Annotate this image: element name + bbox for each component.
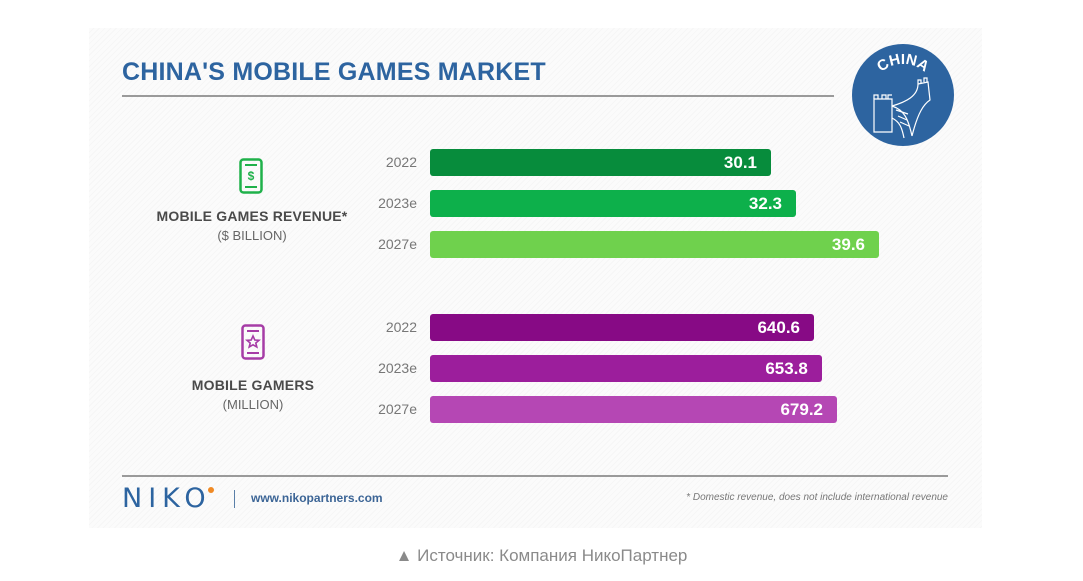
great-wall-icon xyxy=(873,77,931,139)
gamers-group-label: MOBILE GAMERS (MILLION) xyxy=(153,377,353,412)
revenue-value-label: 32.3 xyxy=(748,193,782,213)
revenue-bar: 32.3 xyxy=(430,190,796,217)
chart-title: CHINA'S MOBILE GAMES MARKET xyxy=(122,58,546,86)
gamers-year-label: 2027e xyxy=(378,401,417,417)
revenue-group-label: MOBILE GAMES REVENUE* ($ BILLION) xyxy=(152,208,352,243)
gamers-bar: 640.6 xyxy=(430,314,814,341)
gamers-title: MOBILE GAMERS xyxy=(191,377,315,393)
phone-star-icon xyxy=(241,324,265,360)
revenue-value-label: 30.1 xyxy=(723,152,757,172)
footnote: * Domestic revenue, does not include int… xyxy=(686,492,948,503)
revenue-bar: 30.1 xyxy=(430,149,771,176)
badge-circle xyxy=(852,44,954,146)
gamers-bar: 679.2 xyxy=(430,396,837,423)
revenue-year-label: 2027e xyxy=(378,236,417,252)
gamers-value-label: 640.6 xyxy=(757,317,800,337)
gamers-year-label: 2022 xyxy=(385,319,417,335)
source-caption: ▲ Источник: Компания НикоПартнер xyxy=(395,546,688,565)
svg-text:$: $ xyxy=(248,169,255,183)
footer-divider xyxy=(122,475,948,477)
title-divider xyxy=(122,95,834,97)
china-badge: CHINA xyxy=(852,44,954,146)
revenue-year-label: 2023e xyxy=(378,195,417,211)
revenue-value-label: 39.6 xyxy=(831,234,865,254)
infographic-panel: CHINA'S MOBILE GAMES MARKET CHINA $ MOBI… xyxy=(89,28,982,528)
logo-dot xyxy=(208,487,214,493)
gamers-value-label: 653.8 xyxy=(765,358,808,378)
niko-logo: NIKO xyxy=(122,483,212,514)
revenue-bar: 39.6 xyxy=(430,231,879,258)
revenue-title: MOBILE GAMES REVENUE* xyxy=(156,208,348,224)
website-link[interactable]: www.nikopartners.com xyxy=(251,491,383,505)
phone-dollar-icon: $ xyxy=(239,158,263,194)
gamers-bar: 653.8 xyxy=(430,355,822,382)
footer-separator xyxy=(234,490,235,508)
gamers-year-label: 2023e xyxy=(378,360,417,376)
gamers-unit: (MILLION) xyxy=(222,397,284,412)
gamers-value-label: 679.2 xyxy=(780,399,823,419)
revenue-unit: ($ BILLION) xyxy=(217,228,287,243)
revenue-year-label: 2022 xyxy=(385,154,417,170)
